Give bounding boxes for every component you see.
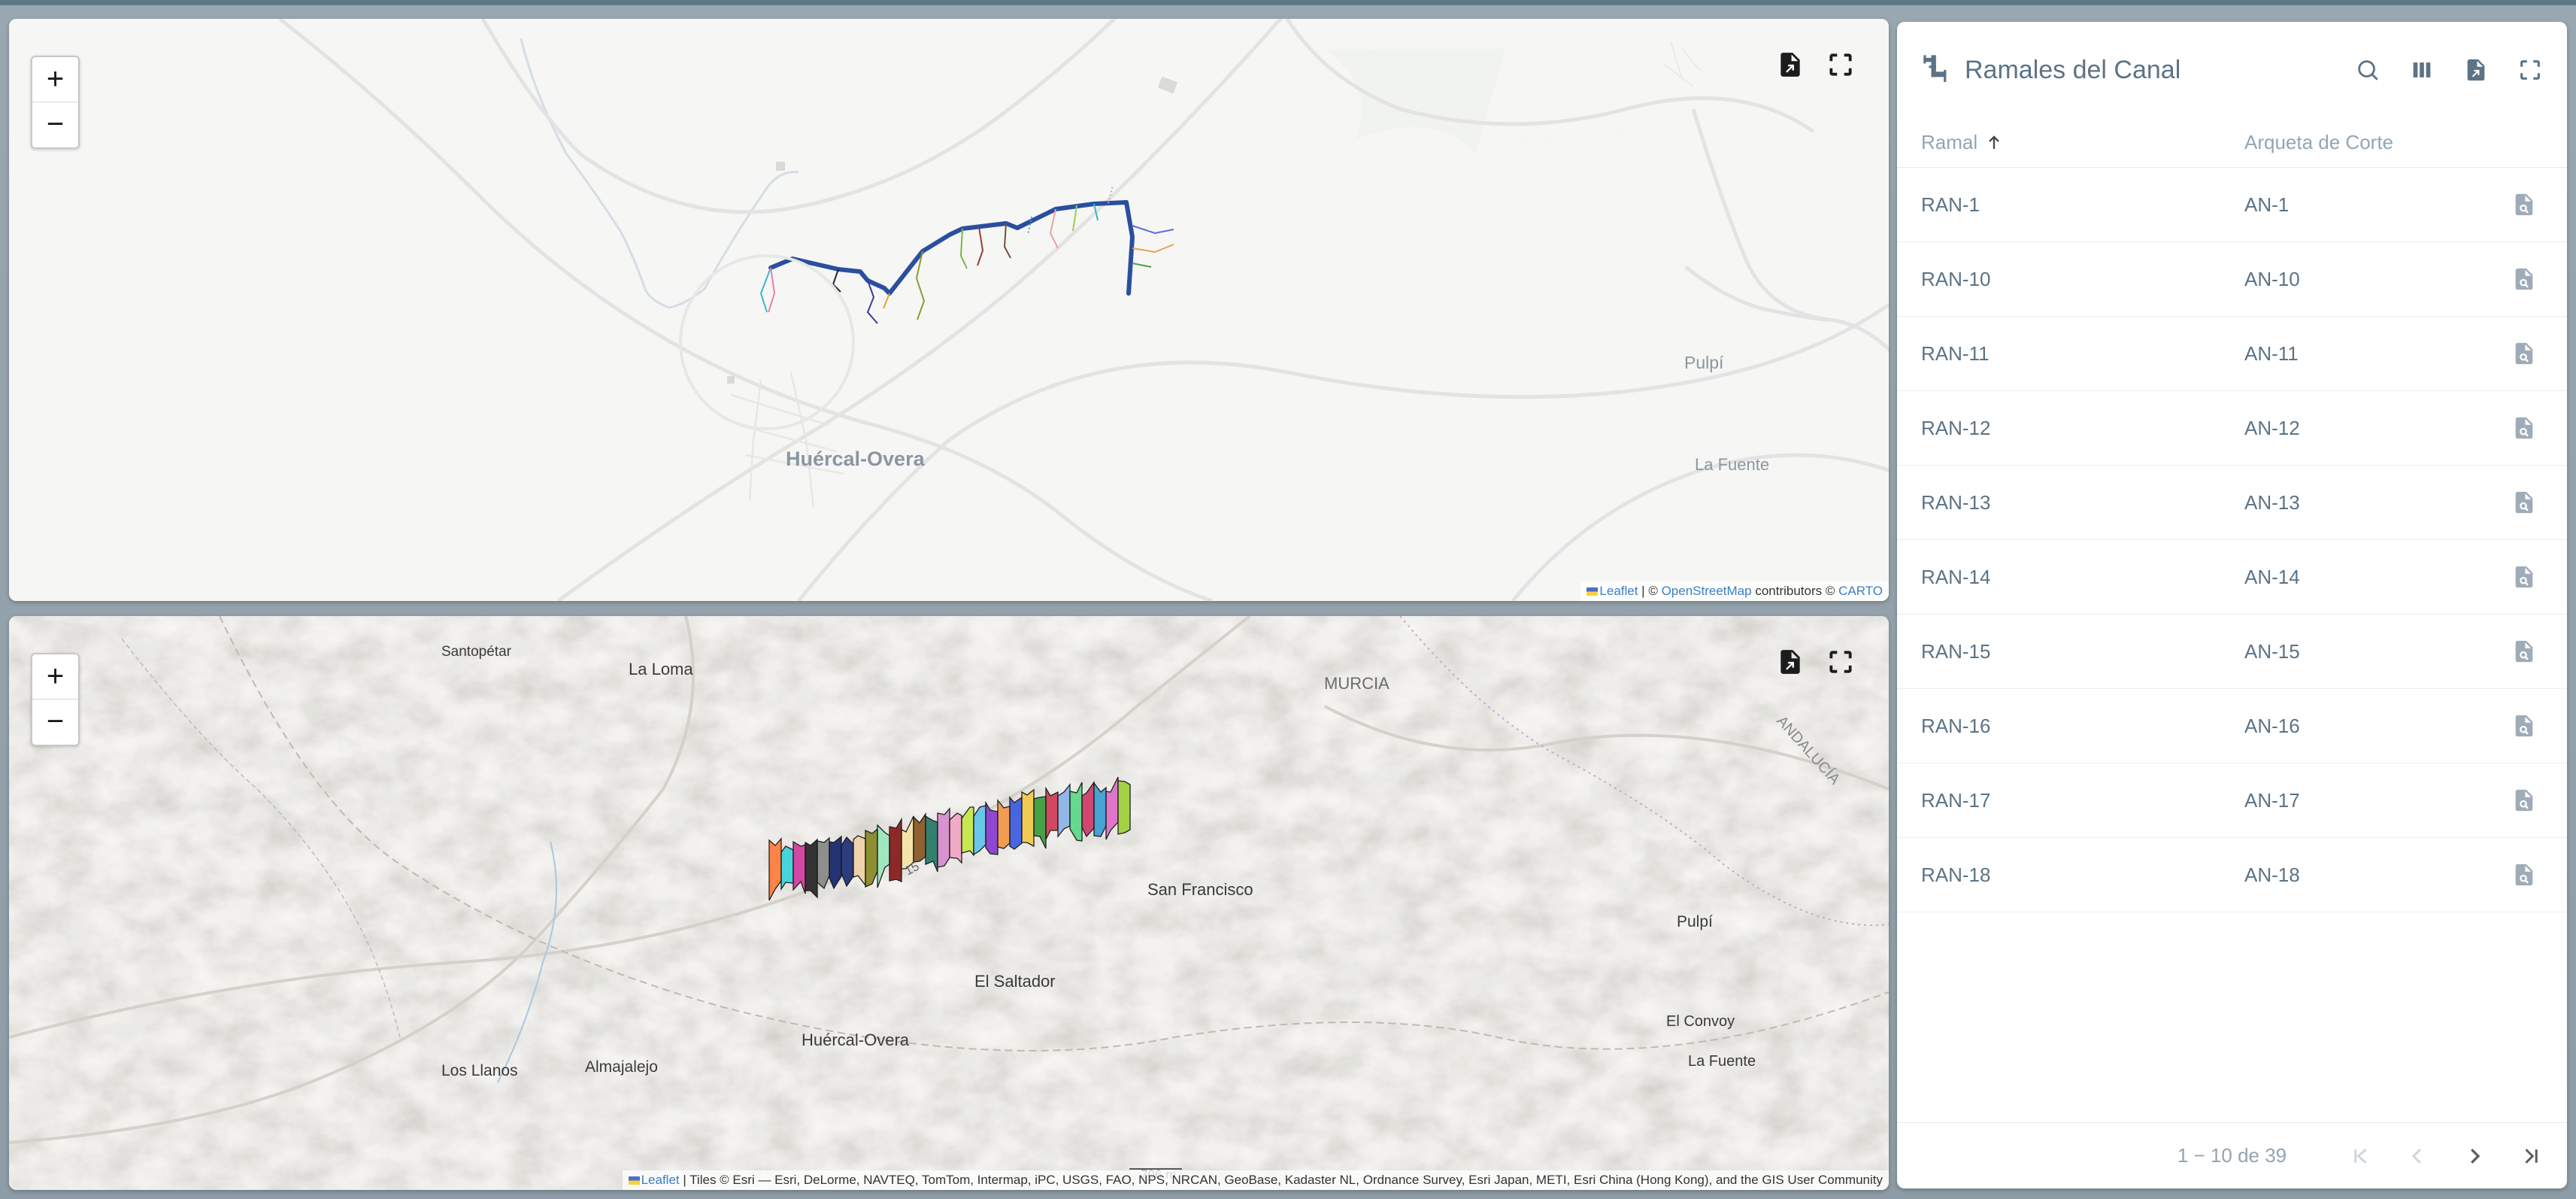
- svg-text:Los Llanos: Los Llanos: [441, 1062, 518, 1079]
- svg-text:El Saltador: El Saltador: [974, 972, 1056, 991]
- svg-text:El Convoy: El Convoy: [1666, 1013, 1735, 1030]
- svg-text:Almajalejo: Almajalejo: [585, 1058, 658, 1076]
- svg-text:San Francisco: San Francisco: [1147, 880, 1253, 899]
- svg-text:MURCIA: MURCIA: [1324, 674, 1390, 693]
- svg-text:Pulpí: Pulpí: [1684, 353, 1724, 372]
- svg-text:Huércal-Overa: Huércal-Overa: [802, 1031, 910, 1049]
- svg-text:La Loma: La Loma: [629, 660, 693, 678]
- svg-text:La Fuente: La Fuente: [1695, 455, 1769, 474]
- svg-text:La Fuente: La Fuente: [1688, 1053, 1756, 1070]
- svg-text:Huércal-Overa: Huércal-Overa: [786, 448, 926, 470]
- svg-text:Santopétar: Santopétar: [441, 644, 512, 660]
- svg-text:Pulpí: Pulpí: [1677, 913, 1713, 930]
